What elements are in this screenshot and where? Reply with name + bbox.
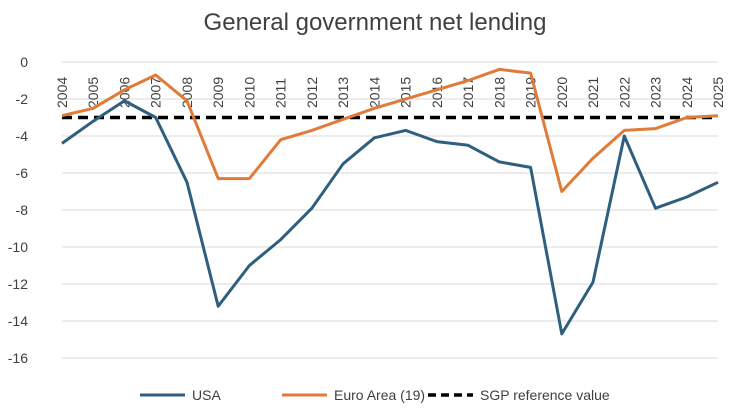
x-tick-label: 2006	[116, 77, 132, 108]
legend-label: USA	[192, 387, 221, 403]
x-tick-label: 2011	[273, 78, 289, 108]
x-tick-label: 2023	[648, 77, 664, 108]
legend: USA Euro Area (19) SGP reference value	[140, 387, 610, 403]
x-tick-label: 2008	[179, 77, 195, 108]
y-axis-ticks: 0 -2 -4 -6 -8 -10 -12 -14 -16	[8, 54, 28, 366]
series-line-euro-area-19	[61, 67, 719, 193]
x-tick-label: 2025	[710, 77, 726, 108]
x-tick-label: 2016	[429, 77, 445, 108]
x-tick-label: 2014	[366, 77, 382, 108]
y-tick-label: -2	[16, 91, 29, 107]
x-tick-label: 2009	[210, 77, 226, 108]
x-axis-ticks: 2004 2005 2006 2007 2008 2009 2010 2011 2012 2013…	[54, 77, 726, 108]
series-lines	[61, 67, 719, 336]
legend-label: Euro Area (19)	[334, 387, 425, 403]
x-tick-label: 2021	[585, 77, 601, 108]
x-tick-label: 2005	[85, 77, 101, 108]
x-tick-label: 2013	[335, 77, 351, 108]
x-tick-label: 2018	[491, 77, 507, 108]
x-tick-label: 2020	[554, 77, 570, 108]
x-tick-label: 2012	[304, 77, 320, 108]
y-tick-label: -12	[8, 276, 28, 292]
y-tick-label: -10	[8, 239, 28, 255]
x-tick-label: 2004	[54, 77, 70, 108]
y-tick-label: -14	[8, 313, 28, 329]
x-tick-label: 2010	[241, 77, 257, 108]
legend-label: SGP reference value	[480, 387, 610, 403]
x-tick-label: 2015	[398, 77, 414, 108]
y-tick-label: -6	[16, 165, 29, 181]
y-tick-label: 0	[20, 54, 28, 70]
y-tick-label: -4	[16, 128, 29, 144]
x-tick-label: 2024	[679, 77, 695, 108]
series-line-usa	[61, 99, 719, 336]
chart-title: General government net lending	[204, 9, 547, 36]
gridlines	[62, 61, 718, 359]
x-tick-label: 2007	[148, 77, 164, 108]
y-tick-label: -16	[8, 350, 28, 366]
x-tick-label: 2022	[616, 77, 632, 108]
y-tick-label: -8	[16, 202, 29, 218]
x-tick-label: 2017	[460, 77, 476, 108]
